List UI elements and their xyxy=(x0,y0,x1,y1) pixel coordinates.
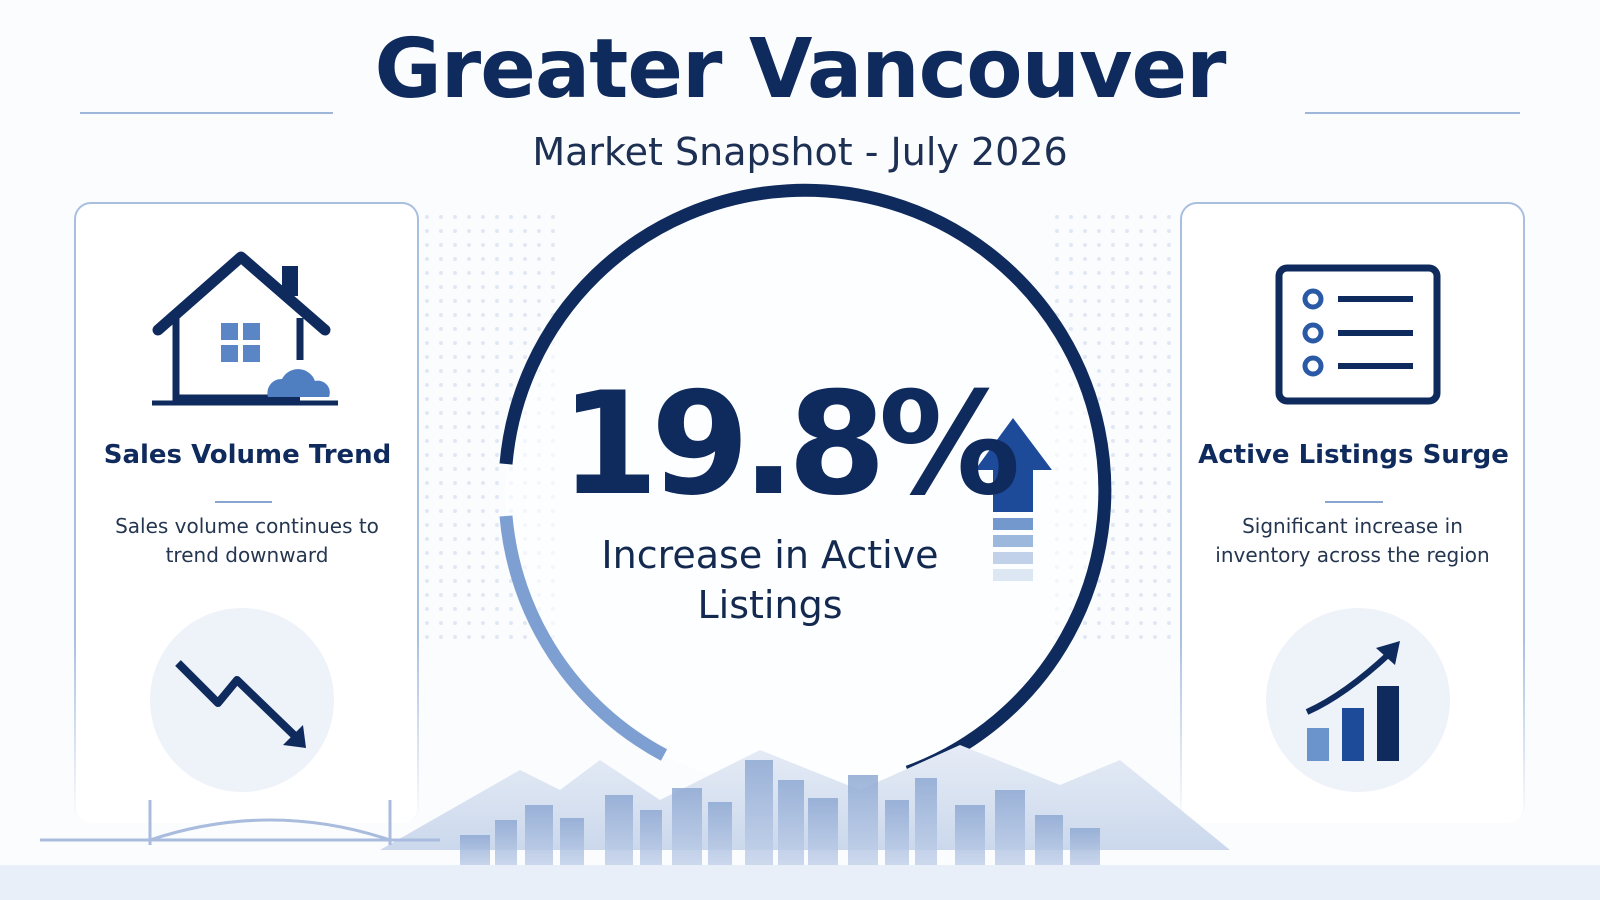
headline-value: 19.8% xyxy=(560,362,1021,527)
card-title: Sales Volume Trend xyxy=(103,440,392,470)
title: Greater Vancouver xyxy=(374,22,1226,117)
card-text: Sales volume continues to trend downward xyxy=(115,514,379,567)
subtitle: Market Snapshot - July 2026 xyxy=(532,130,1068,174)
card-title: Active Listings Surge xyxy=(1198,440,1509,470)
headline-label: Increase in Active Listings xyxy=(601,533,939,627)
card-text: Significant increase in inventory across… xyxy=(1215,514,1490,567)
